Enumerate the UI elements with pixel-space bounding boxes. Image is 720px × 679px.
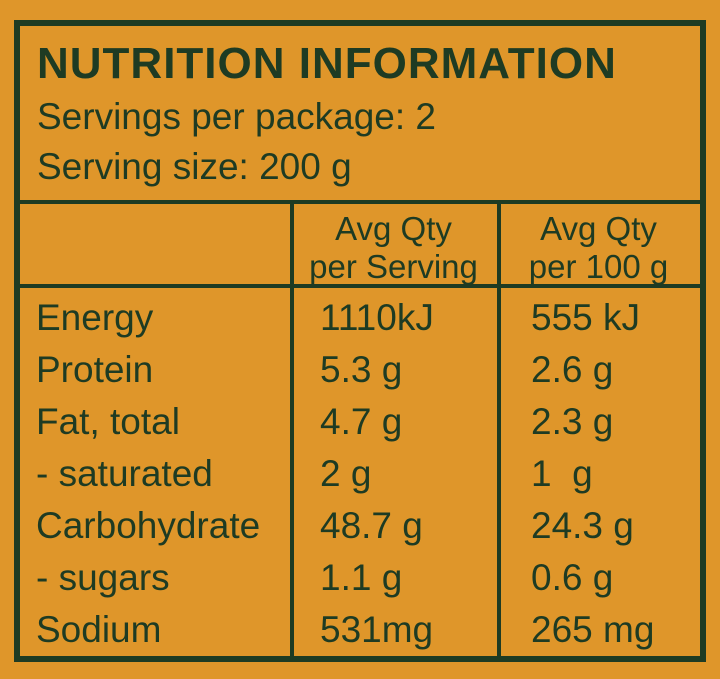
per-100g-value: 555 kJ: [531, 297, 641, 338]
per-100g-value: 1 g: [531, 453, 593, 494]
col-header-per-100g-line1: Avg Qty: [540, 210, 657, 247]
col-header-per-100g-line2: per 100 g: [528, 247, 669, 285]
column-divider-2: [497, 203, 501, 656]
col-header-per-serving-line1: Avg Qty: [335, 210, 452, 247]
nutrient-name: Sodium: [36, 609, 162, 650]
col-header-per-serving-line2: per Serving: [309, 247, 478, 285]
per-100g-value: 2.3 g: [531, 401, 614, 442]
servings-per-package: Servings per package: 2: [37, 96, 437, 138]
nutrient-name: - saturated: [36, 453, 213, 494]
col-header-nutrient-blank: [20, 204, 290, 285]
nutrient-name: Carbohydrate: [36, 505, 261, 546]
per-serving-value: 2 g: [320, 453, 372, 494]
table-row-energy: Energy 1110kJ 555 kJ: [20, 292, 700, 344]
per-serving-value: 1.1 g: [320, 557, 403, 598]
per-100g-value: 0.6 g: [531, 557, 614, 598]
table-row-sugars: - sugars 1.1 g 0.6 g: [20, 552, 700, 604]
col-header-per-100g: Avg Qty per 100 g: [497, 204, 700, 285]
nutrient-name: Fat, total: [36, 401, 180, 442]
table-row-saturated: - saturated 2 g 1 g: [20, 448, 700, 500]
table-row-sodium: Sodium 531mg 265 mg: [20, 604, 700, 656]
per-100g-value: 2.6 g: [531, 349, 614, 390]
serving-size: Serving size: 200 g: [37, 145, 352, 187]
table-row-protein: Protein 5.3 g 2.6 g: [20, 344, 700, 396]
per-serving-value: 4.7 g: [320, 401, 403, 442]
per-serving-value: 5.3 g: [320, 349, 403, 390]
per-100g-value: 24.3 g: [531, 505, 634, 546]
col-header-per-serving: Avg Qty per Serving: [290, 204, 497, 285]
column-divider-1: [290, 203, 294, 656]
per-100g-value: 265 mg: [531, 609, 655, 650]
nutrition-label: NUTRITION INFORMATION Servings per packa…: [14, 20, 706, 662]
table-column-headers: Avg Qty per Serving Avg Qty per 100 g: [20, 200, 700, 285]
per-serving-value: 48.7 g: [320, 505, 423, 546]
nutrient-name: - sugars: [36, 557, 170, 598]
nutrient-name: Protein: [36, 349, 154, 390]
nutrient-name: Energy: [36, 297, 154, 338]
label-title: NUTRITION INFORMATION: [37, 39, 617, 88]
per-serving-value: 1110kJ: [320, 297, 434, 338]
table-row-carbohydrate: Carbohydrate 48.7 g 24.3 g: [20, 500, 700, 552]
label-header: NUTRITION INFORMATION Servings per packa…: [20, 26, 700, 200]
per-serving-value: 531mg: [320, 609, 434, 650]
table-body: Energy 1110kJ 555 kJ Protein 5.3 g 2.6 g…: [20, 284, 700, 656]
table-row-fat-total: Fat, total 4.7 g 2.3 g: [20, 396, 700, 448]
